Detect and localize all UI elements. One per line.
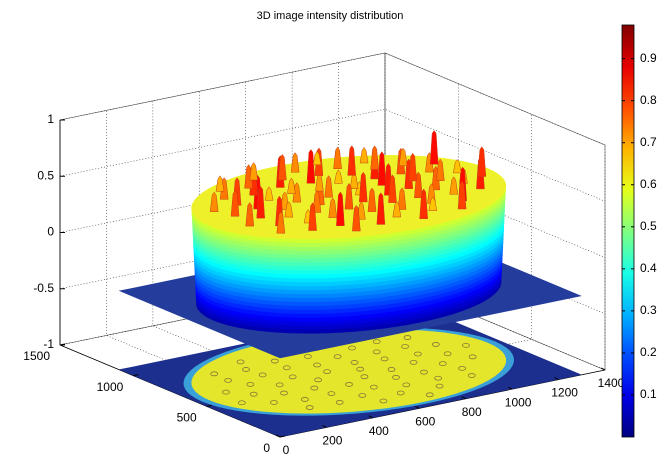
y-tick-label: 500 xyxy=(177,411,197,425)
x-tick-label: 1400 xyxy=(598,376,625,390)
surface-peak xyxy=(291,153,299,173)
z-tick-label: 0.5 xyxy=(37,168,54,182)
surface-peak xyxy=(348,146,356,176)
colorbar-tick-label: 0.5 xyxy=(640,219,657,233)
surface-peak xyxy=(307,149,315,183)
x-tick-label: 0 xyxy=(283,443,290,457)
colorbar-tick-label: 0.7 xyxy=(640,135,657,149)
colorbar xyxy=(622,25,634,437)
colorbar-tick-label: 0.6 xyxy=(640,177,657,191)
y-tick-label: 1500 xyxy=(23,349,50,363)
x-tick xyxy=(601,368,605,370)
z-tick-label: 0 xyxy=(47,225,54,239)
surface-peak xyxy=(216,176,224,192)
chart: 3D image intensity distribution -1-0.500… xyxy=(0,0,659,462)
y-tick-label: 1000 xyxy=(97,380,124,394)
surface-peak xyxy=(250,162,258,180)
y-tick-label: 0 xyxy=(263,441,270,455)
colorbar-tick-label: 0.1 xyxy=(640,387,657,401)
surface-peak xyxy=(478,147,486,177)
z-tick-label: -0.5 xyxy=(33,281,54,295)
chart-title: 3D image intensity distribution xyxy=(257,10,404,22)
colorbar-tick-label: 0.2 xyxy=(640,345,657,359)
x-tick-label: 1000 xyxy=(505,395,532,409)
x-tick-label: 400 xyxy=(369,424,389,438)
surface-peak xyxy=(430,130,438,164)
x-tick-label: 800 xyxy=(462,405,482,419)
colorbar-tick-label: 0.3 xyxy=(640,303,657,317)
surface-peak xyxy=(334,147,342,169)
surface-peak xyxy=(360,147,368,163)
x-tick-label: 200 xyxy=(322,434,342,448)
surface-peak xyxy=(371,146,379,170)
colorbar-tick-label: 0.8 xyxy=(640,93,657,107)
colorbar-tick-label: 0.9 xyxy=(640,51,657,65)
z-tick-label: 1 xyxy=(47,112,54,126)
x-tick-label: 1200 xyxy=(551,386,578,400)
grid-line xyxy=(60,53,605,145)
x-tick-label: 600 xyxy=(415,414,435,428)
surface xyxy=(119,130,582,437)
colorbar-tick-label: 0.4 xyxy=(640,261,657,275)
